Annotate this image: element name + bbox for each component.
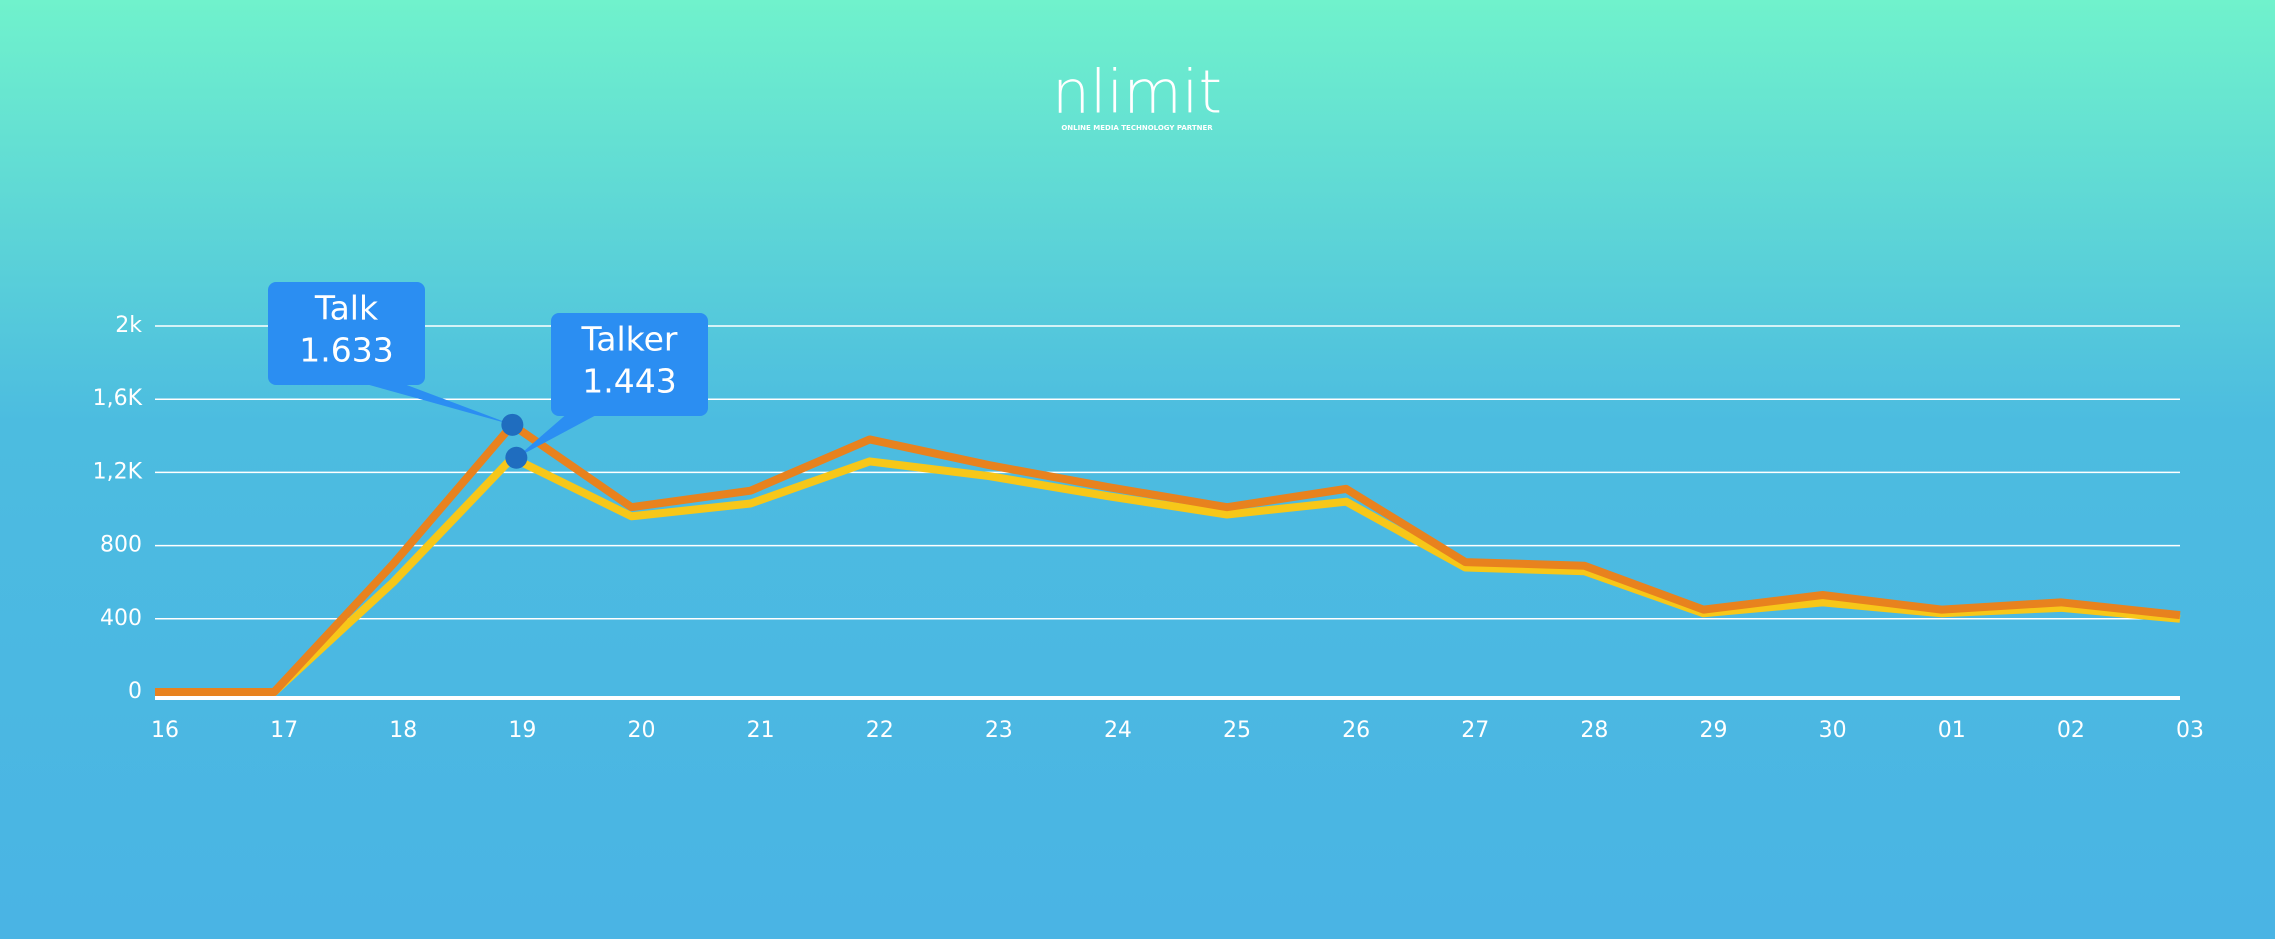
y-tick-label: 800 [100,533,142,558]
tooltip-pointer [362,383,513,425]
x-tick-label: 21 [747,718,775,743]
tooltip-series-name: Talk [314,289,379,328]
x-tick-label: 22 [866,718,894,743]
x-tick-label: 27 [1461,718,1489,743]
tooltip-value: 1.443 [582,362,676,401]
highlight-point [501,413,524,436]
x-tick-label: 26 [1342,718,1370,743]
x-tick-label: 01 [1938,718,1966,743]
series-line [155,453,2181,696]
tooltip-box [551,313,708,416]
x-tick-label: 17 [270,718,298,743]
tooltip-series-name: Talker [581,320,678,359]
x-tick-label: 28 [1580,718,1608,743]
x-tick-label: 19 [508,718,536,743]
x-tick-label: 02 [2057,718,2085,743]
x-tick-label: 18 [389,718,417,743]
y-tick-label: 0 [128,679,142,704]
logo-tagline: ONLINE MEDIA TECHNOLOGY PARTNER [1061,124,1213,132]
x-tick-label: 24 [1104,718,1132,743]
x-tick-label: 30 [1819,718,1847,743]
series-line [155,420,2181,696]
highlight-point [505,446,528,469]
x-tick-label: 20 [627,718,655,743]
y-tick-label: 400 [100,606,142,631]
y-tick-label: 2k [115,313,142,338]
tooltip-value: 1.633 [299,331,393,370]
y-tick-label: 1,6K [93,386,143,411]
x-tick-label: 25 [1223,718,1251,743]
x-tick-label: 03 [2176,718,2204,743]
y-tick-label: 1,2K [93,459,143,484]
logo: nlimit [1052,58,1222,128]
tooltip-pointer [516,414,599,458]
x-tick-label: 29 [1700,718,1728,743]
tooltip-box [268,282,425,385]
x-tick-label: 23 [985,718,1013,743]
x-tick-label: 16 [151,718,179,743]
